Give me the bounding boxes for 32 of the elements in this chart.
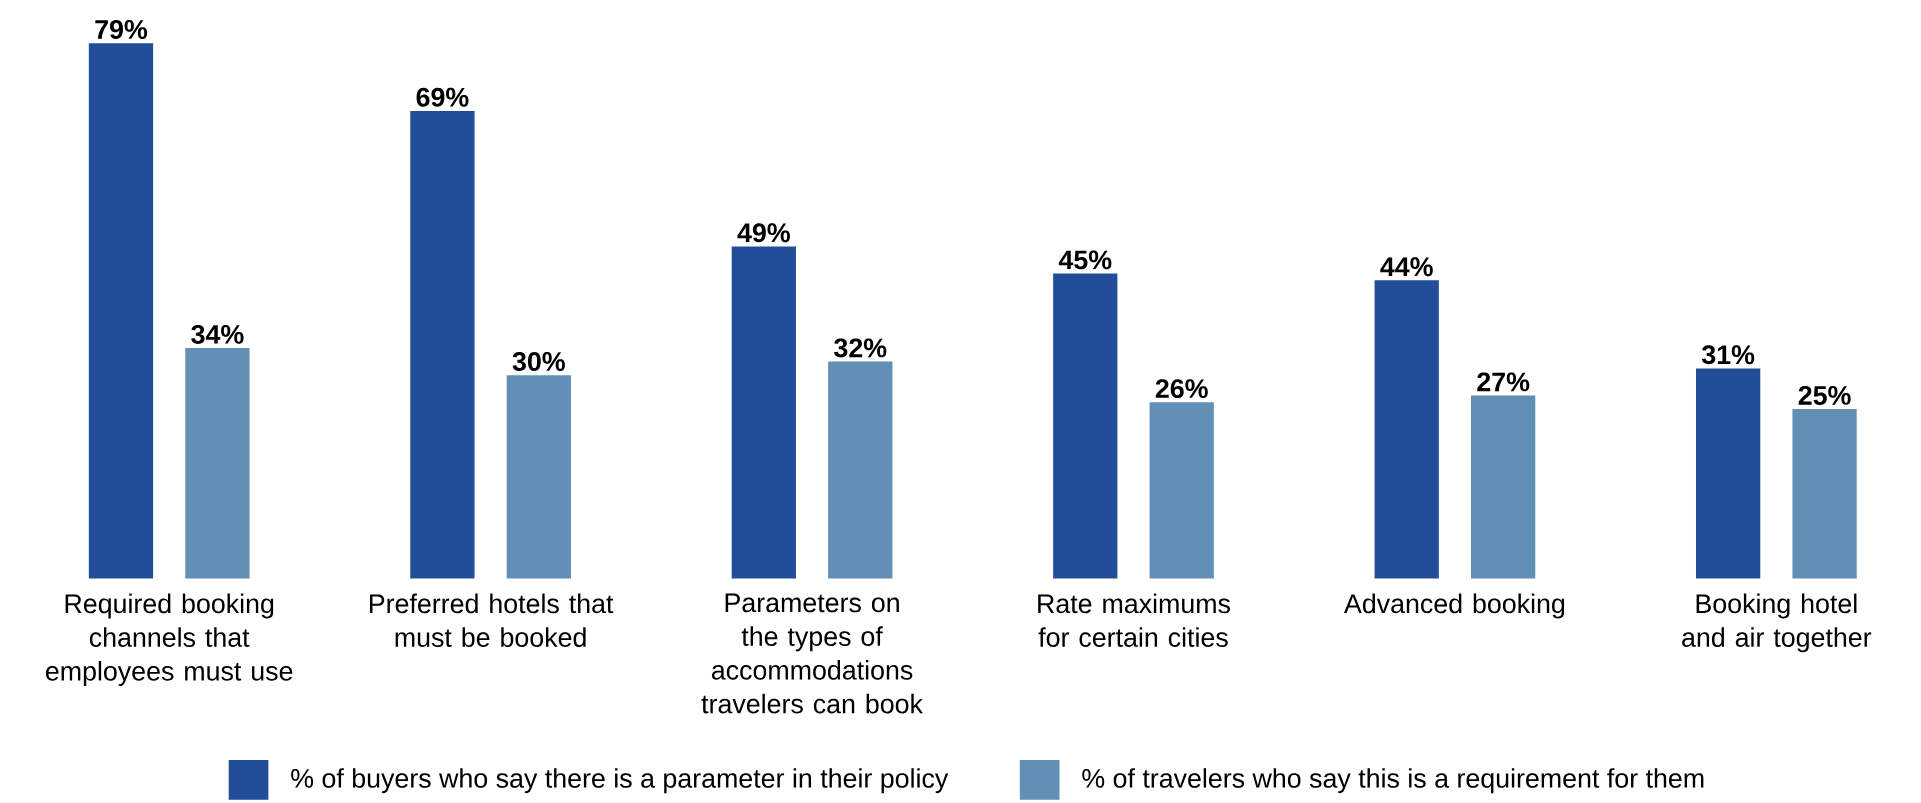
bar: [410, 111, 475, 579]
bar: [1695, 368, 1761, 579]
x-tick-label: Required booking channels that employees must use: [45, 593, 293, 687]
data-label: 25%: [1798, 386, 1851, 406]
data-label: 79%: [95, 20, 148, 40]
legend-label: % of travelers who say this is a requirement for them: [1082, 768, 1704, 794]
data-label: 26%: [1155, 379, 1208, 399]
bar: [506, 375, 571, 579]
bar: [1792, 409, 1857, 579]
x-tick-label: Booking hotel and air together: [1682, 593, 1872, 653]
data-label: 49%: [737, 223, 790, 243]
data-label: 32%: [834, 338, 887, 358]
data-label: 44%: [1380, 257, 1433, 277]
legend-label: % of buyers who say there is a parameter in their policy: [291, 768, 949, 794]
bar: [88, 43, 154, 579]
x-tick-label: Advanced booking: [1344, 593, 1565, 619]
bar: [1149, 402, 1214, 579]
data-label: 27%: [1477, 372, 1530, 392]
data-label: 69%: [416, 87, 469, 107]
bar: [1053, 273, 1118, 579]
x-tick-label: Parameters on the types of accommodations travelers can book: [701, 593, 923, 714]
bar: [1470, 395, 1536, 579]
x-tick-label: Preferred hotels that must be booked: [369, 593, 614, 648]
bar: [1374, 280, 1439, 579]
bar: [828, 361, 893, 579]
bar: [731, 246, 796, 579]
bar: [185, 348, 250, 579]
data-label: 45%: [1058, 250, 1112, 270]
data-label: 30%: [512, 352, 565, 372]
data-label: 34%: [191, 325, 244, 345]
x-tick-label: Rate maximums for certain cities: [1038, 593, 1230, 648]
data-label: 31%: [1701, 345, 1755, 365]
